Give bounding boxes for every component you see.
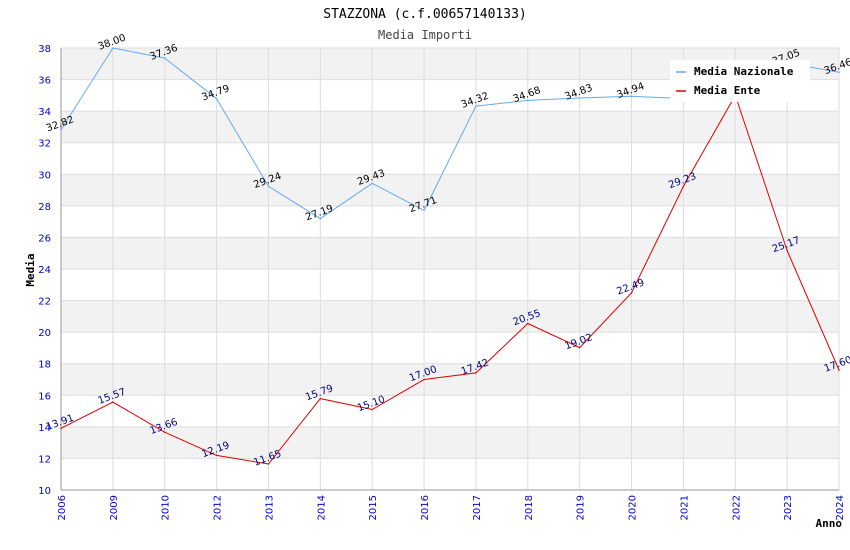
x-tick-label: 2006: [57, 495, 68, 520]
data-point: [371, 182, 374, 185]
grid-band: [61, 395, 839, 427]
data-point: [319, 217, 322, 220]
grid-bands: [61, 48, 839, 490]
data-point: [423, 209, 425, 212]
data-point: [578, 97, 581, 99]
y-tick-label: 26: [38, 233, 51, 244]
x-tick-label: 2009: [109, 495, 120, 520]
data-point: [215, 97, 218, 100]
x-tick-label: 2023: [783, 495, 794, 520]
data-point: [578, 346, 581, 349]
y-tick-label: 12: [38, 454, 51, 465]
x-tick-label: 2013: [264, 495, 275, 520]
y-tick-label: 36: [38, 76, 51, 87]
data-point: [527, 322, 529, 325]
data-point: [112, 401, 114, 403]
x-tick-label: 2021: [679, 495, 690, 520]
y-axis-label: Media: [24, 253, 37, 286]
x-tick-label: 2016: [420, 495, 431, 520]
x-tick-label: 2022: [731, 495, 742, 520]
data-point: [682, 185, 685, 188]
data-point: [60, 128, 62, 131]
data-point: [267, 463, 270, 465]
grid-band: [61, 332, 839, 364]
data-point: [527, 99, 529, 102]
x-tick-label: 2024: [835, 495, 846, 520]
data-point: [838, 71, 840, 74]
x-tick-label: 2012: [213, 495, 224, 520]
data-point: [475, 105, 477, 107]
y-tick-label: 22: [38, 297, 51, 308]
x-tick-label: 2014: [316, 495, 327, 520]
y-tick-label: 24: [38, 265, 51, 276]
x-tick-label: 2017: [472, 495, 483, 520]
grid-band: [61, 363, 839, 396]
x-axis-label: Anno: [816, 517, 843, 530]
data-point: [60, 427, 62, 430]
y-tick-label: 28: [38, 202, 51, 213]
data-point: [163, 431, 166, 434]
data-point: [423, 378, 425, 381]
legend-box: [670, 60, 810, 102]
y-tick-label: 18: [38, 360, 51, 371]
legend-label-nazionale: Media Nazionale: [694, 65, 794, 78]
grid-band: [61, 111, 839, 143]
chart-subtitle: Media Importi: [378, 28, 472, 42]
data-point: [215, 454, 218, 457]
y-tick-label: 20: [38, 328, 51, 339]
x-tick-label: 2018: [524, 495, 535, 520]
data-point: [163, 57, 166, 59]
data-point: [786, 249, 788, 252]
grid-band: [61, 426, 839, 459]
data-point: [371, 408, 374, 411]
grid-band: [61, 237, 839, 269]
data-point: [630, 292, 633, 294]
data-point: [838, 369, 840, 371]
x-tick-label: 2019: [576, 495, 587, 520]
grid-band: [61, 174, 839, 206]
grid-band: [61, 269, 839, 301]
data-point: [319, 397, 322, 400]
chart-title: STAZZONA (c.f.00657140133): [323, 7, 527, 22]
grid-band: [61, 205, 839, 238]
series-line-media-ente: [60, 94, 840, 465]
y-tick-label: 32: [38, 139, 51, 150]
grid-band: [61, 458, 839, 490]
y-tick-label: 10: [38, 486, 51, 497]
x-tick-label: 2010: [161, 495, 172, 520]
data-point: [630, 95, 633, 98]
x-tick-label: 2020: [628, 495, 639, 520]
legend-label-ente: Media Ente: [694, 84, 761, 97]
y-tick-label: 14: [38, 423, 51, 434]
x-tick-label: 2015: [368, 495, 379, 520]
grid-band: [61, 300, 839, 333]
data-point: [112, 47, 114, 49]
legend: Media Nazionale Media Ente: [670, 60, 810, 102]
data-point: [475, 372, 477, 374]
data-point: [267, 185, 270, 188]
y-tick-label: 38: [38, 44, 51, 55]
y-tick-label: 30: [38, 170, 51, 181]
y-tick-label: 16: [38, 391, 51, 402]
y-tick-label: 34: [38, 107, 51, 118]
